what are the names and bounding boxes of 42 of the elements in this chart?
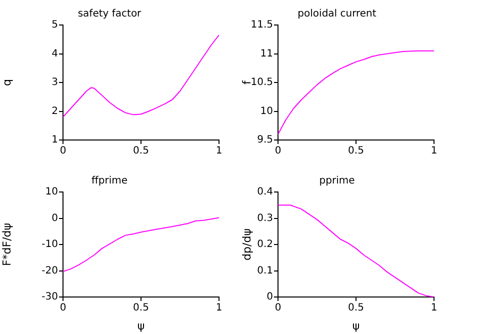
y-tick-label: -30 <box>42 292 58 303</box>
chart-title: poloidal current <box>298 8 376 20</box>
x-axis-title: ψ <box>137 319 145 332</box>
y-tick-label: 3 <box>52 77 58 88</box>
chart-title: safety factor <box>78 8 142 20</box>
x-tick-label: 0.5 <box>348 146 364 157</box>
y-tick-label: 0.1 <box>257 265 273 276</box>
chart-title: pprime <box>319 176 355 187</box>
chart-title: ffprime <box>91 176 128 187</box>
x-tick-label: 0 <box>274 146 282 157</box>
y-tick-label: -20 <box>42 265 58 276</box>
x-tick-label: 0.5 <box>133 302 149 314</box>
y-tick-label: 1 <box>52 134 58 146</box>
y-axis-title: dp/dψ <box>240 228 254 260</box>
y-tick-label: 0 <box>52 212 58 224</box>
x-axis-title: ψ <box>352 319 360 332</box>
x-tick-label: 1 <box>216 302 222 314</box>
y-tick-label: 0.3 <box>257 212 273 224</box>
y-tick-label: 10.5 <box>250 77 273 88</box>
y-tick-label: 0.2 <box>257 239 273 250</box>
y-tick-label: 11.5 <box>250 20 273 31</box>
y-axis-title: f <box>240 79 254 84</box>
y-tick-label: 5 <box>52 20 58 31</box>
x-tick-label: 0.5 <box>133 146 149 157</box>
y-tick-label: 11 <box>260 48 273 60</box>
y-axis-title: F*dF/dψ <box>0 222 14 266</box>
x-tick-label: 0 <box>60 302 66 314</box>
y-tick-label: 9.5 <box>257 134 273 146</box>
x-tick-label: 1 <box>430 146 438 157</box>
y-axis-title: q <box>0 79 14 86</box>
y-tick-label: 0 <box>266 292 273 303</box>
x-tick-label: 0 <box>60 146 66 157</box>
y-tick-label: 10 <box>45 186 58 198</box>
x-tick-label: 1 <box>430 302 438 314</box>
y-tick-label: -10 <box>42 239 58 250</box>
y-tick-label: 2 <box>52 106 58 117</box>
x-tick-label: 0.5 <box>348 302 364 314</box>
y-tick-label: 4 <box>52 48 58 60</box>
y-tick-label: 0.4 <box>257 186 273 198</box>
y-tick-label: 10 <box>260 106 273 117</box>
x-tick-label: 0 <box>274 302 282 314</box>
x-tick-label: 1 <box>216 146 222 157</box>
